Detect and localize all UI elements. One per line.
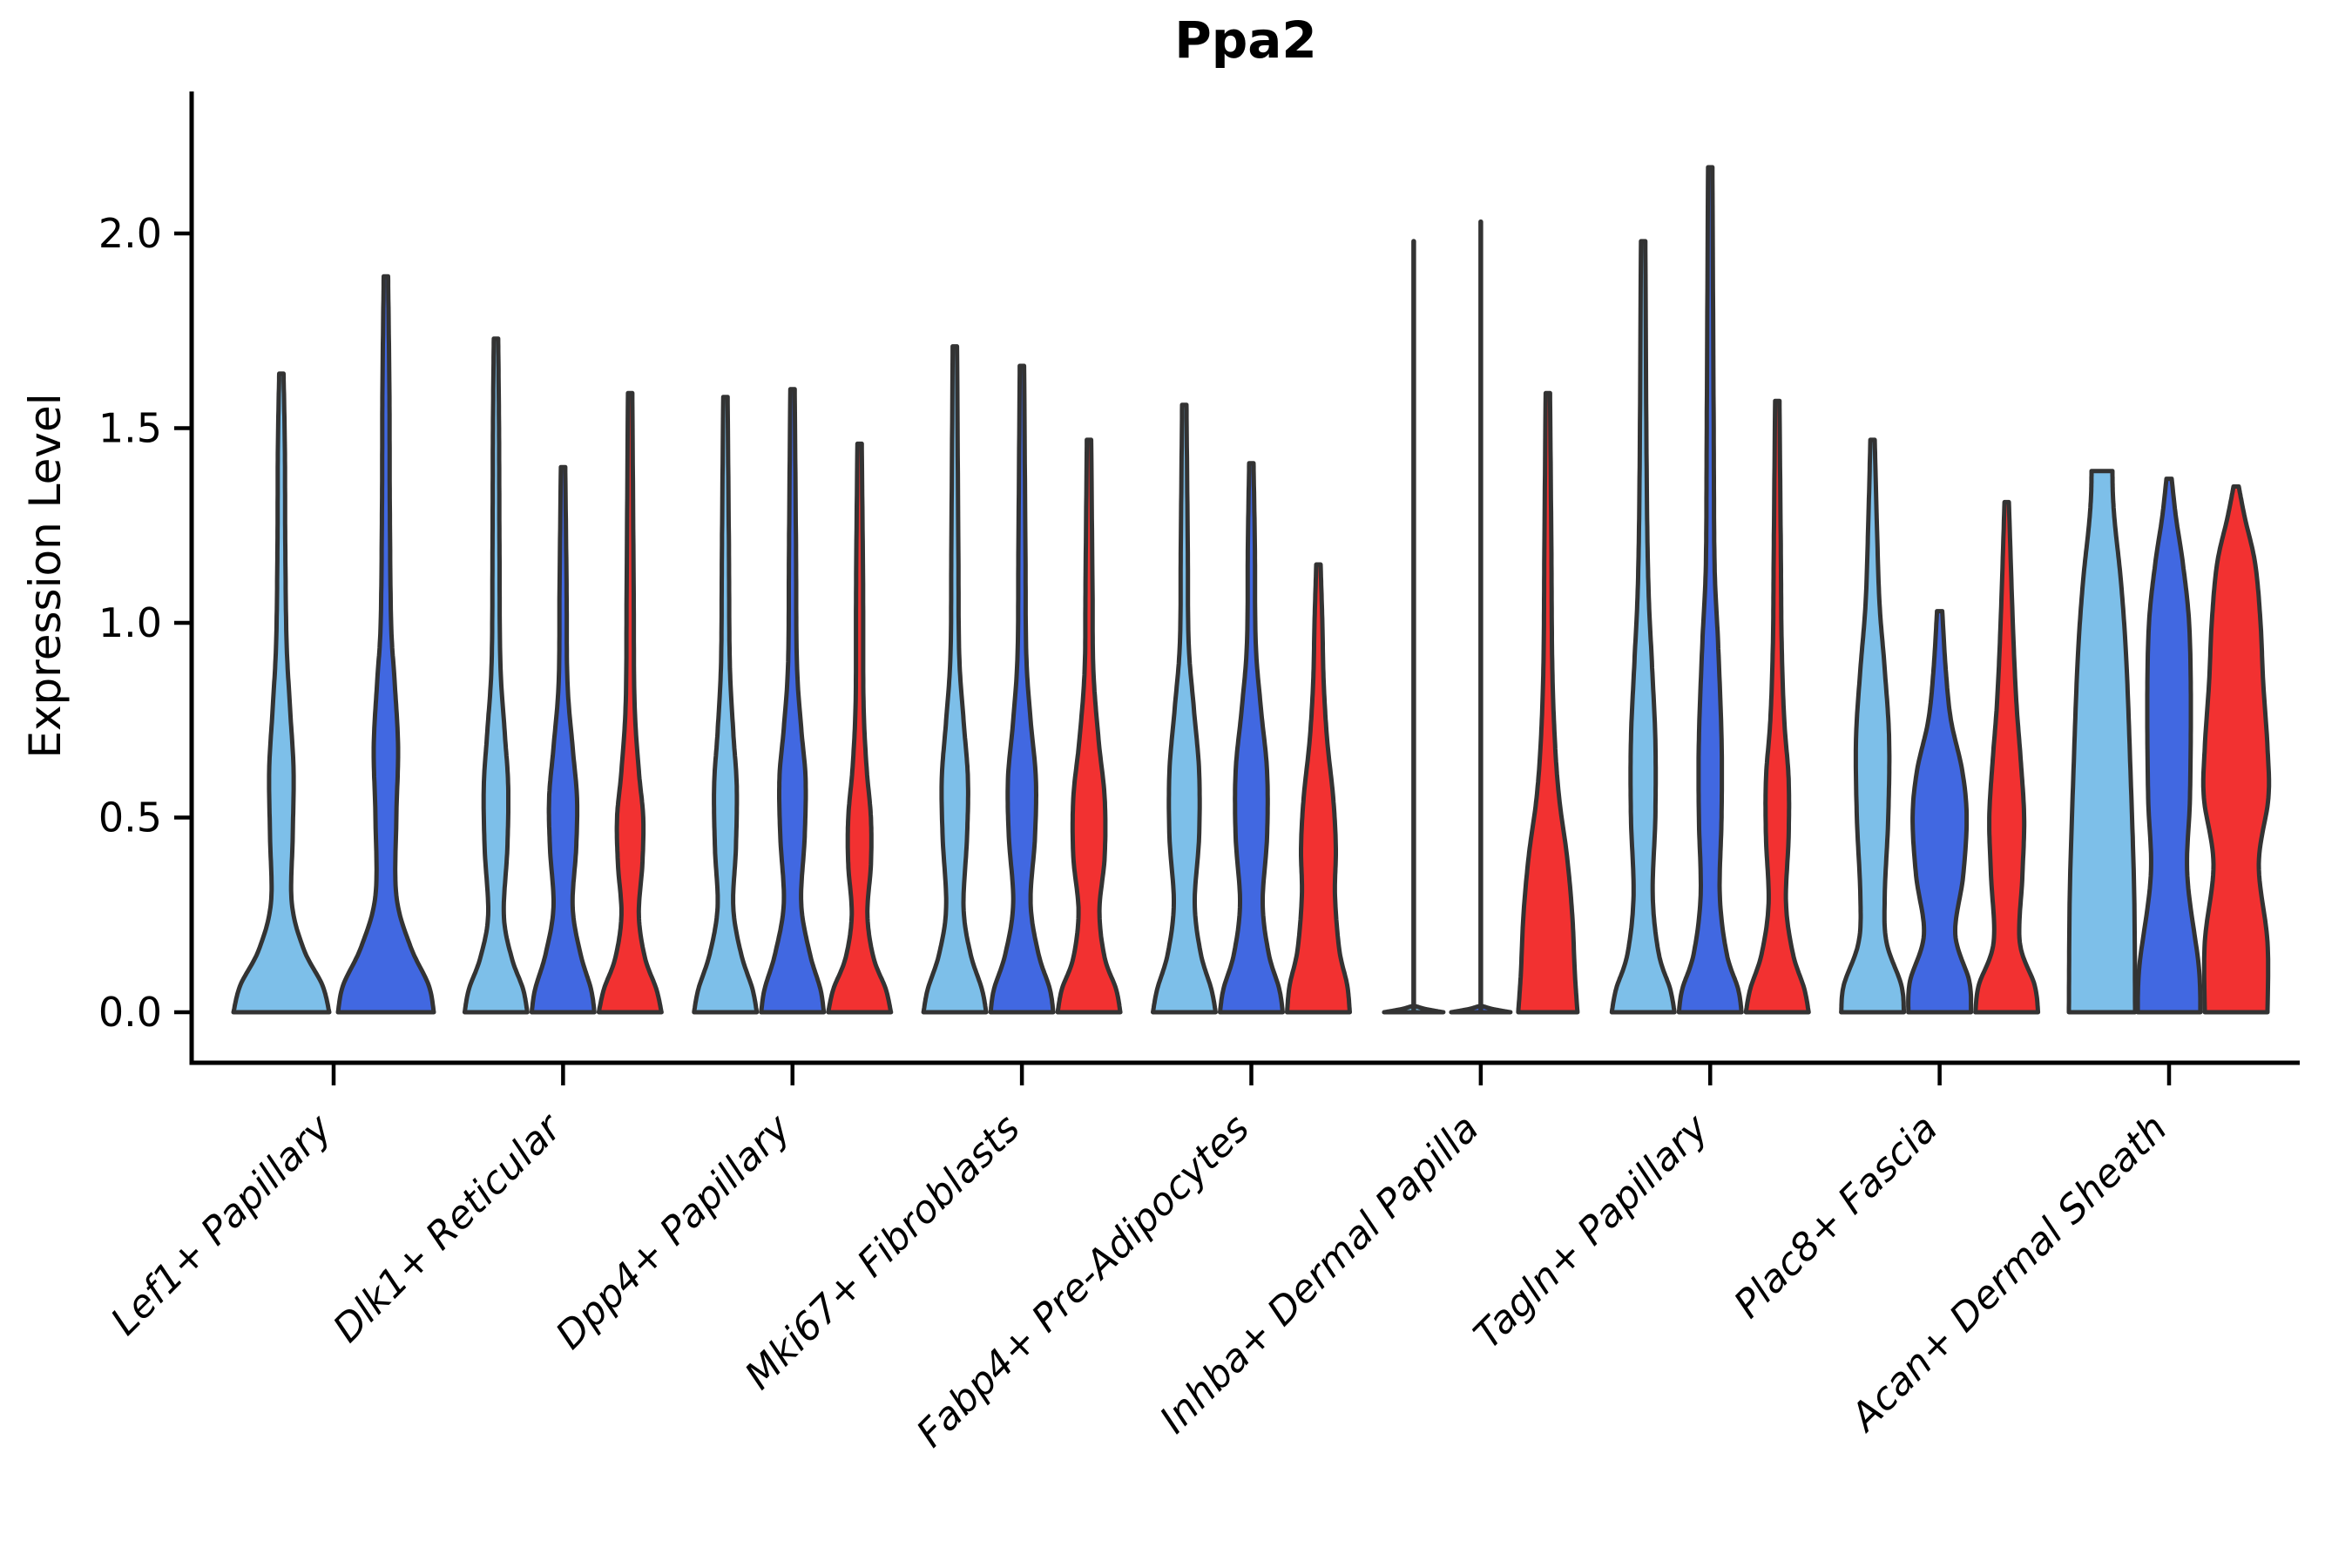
x-category-label: Dlk1+ Reticular <box>325 1105 571 1351</box>
violin-dark_blue <box>1218 461 1285 1015</box>
violin-light_blue <box>1609 239 1677 1015</box>
violin-red <box>1055 437 1123 1015</box>
violin-red <box>1973 499 2041 1015</box>
violin-red <box>1516 390 1580 1015</box>
violin-dark_blue <box>1906 609 1974 1015</box>
y-tick-label: 0.5 <box>98 794 162 841</box>
x-category-label: Lef1+ Papillary <box>103 1105 341 1344</box>
violin-dark_blue <box>529 464 597 1015</box>
violin-red <box>1743 398 1811 1015</box>
violin-dark_blue <box>1676 165 1744 1015</box>
violin-light_blue <box>2066 469 2138 1015</box>
violin-light_blue <box>231 371 332 1015</box>
violin-dark_blue <box>335 274 436 1015</box>
violin-dark_blue <box>759 387 827 1015</box>
x-category-label: Plac8+ Fascia <box>1726 1106 1946 1327</box>
violin-light_blue <box>921 344 989 1015</box>
violin-red <box>2200 484 2272 1015</box>
chart-title: Ppa2 <box>1174 10 1317 70</box>
y-tick-label: 0.0 <box>98 989 162 1036</box>
violin-light_blue <box>462 336 530 1015</box>
x-category-label: Dpp4+ Papillary <box>547 1105 800 1358</box>
violin-light_blue <box>1839 437 1907 1015</box>
violin-red <box>826 441 894 1015</box>
violin-red <box>1285 562 1352 1015</box>
x-category-label: Tagln+ Papillary <box>1465 1105 1717 1357</box>
violin-dark_blue <box>2135 476 2203 1015</box>
y-tick-label: 1.5 <box>98 405 162 452</box>
violin-dark_blue <box>988 363 1056 1015</box>
violin-light_blue <box>692 395 760 1015</box>
y-tick-label: 2.0 <box>98 210 162 257</box>
violin-red <box>596 390 664 1015</box>
y-tick-label: 1.0 <box>98 599 162 646</box>
violin-light_blue <box>1151 402 1218 1015</box>
